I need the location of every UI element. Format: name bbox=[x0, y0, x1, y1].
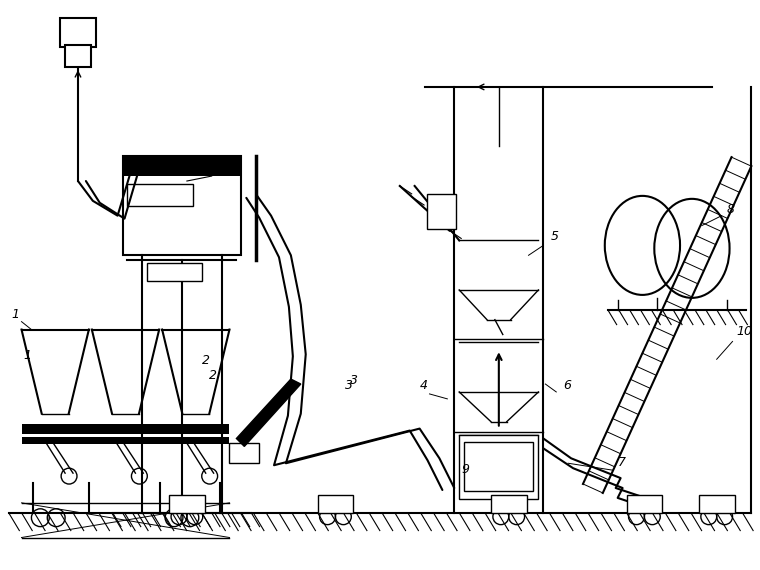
Bar bbox=[128, 184, 193, 206]
Bar bbox=[169, 495, 204, 513]
Text: 3: 3 bbox=[350, 374, 358, 387]
Text: 1: 1 bbox=[11, 308, 20, 321]
Text: 2: 2 bbox=[201, 354, 210, 367]
Bar bbox=[122, 156, 242, 255]
Bar bbox=[122, 156, 242, 176]
Bar bbox=[21, 437, 230, 445]
Bar bbox=[699, 495, 734, 513]
Bar bbox=[426, 194, 456, 229]
Bar bbox=[464, 442, 534, 491]
Bar bbox=[60, 18, 96, 47]
Text: 8: 8 bbox=[727, 203, 735, 215]
Text: 7: 7 bbox=[618, 456, 625, 469]
Bar bbox=[230, 443, 259, 463]
Text: 6: 6 bbox=[563, 379, 572, 392]
Bar bbox=[459, 434, 538, 499]
Text: 3: 3 bbox=[345, 379, 353, 392]
Text: 1: 1 bbox=[24, 349, 31, 363]
Text: 9: 9 bbox=[461, 463, 469, 476]
Bar bbox=[147, 263, 201, 281]
Polygon shape bbox=[236, 379, 301, 446]
Bar bbox=[21, 424, 230, 434]
Bar bbox=[626, 495, 662, 513]
Text: 11: 11 bbox=[214, 163, 230, 176]
Bar bbox=[318, 495, 353, 513]
Text: 4: 4 bbox=[420, 379, 428, 392]
Text: 10: 10 bbox=[736, 324, 752, 337]
Bar bbox=[65, 46, 91, 67]
Bar bbox=[491, 495, 527, 513]
Text: 2: 2 bbox=[209, 369, 217, 382]
Text: 5: 5 bbox=[550, 230, 559, 243]
